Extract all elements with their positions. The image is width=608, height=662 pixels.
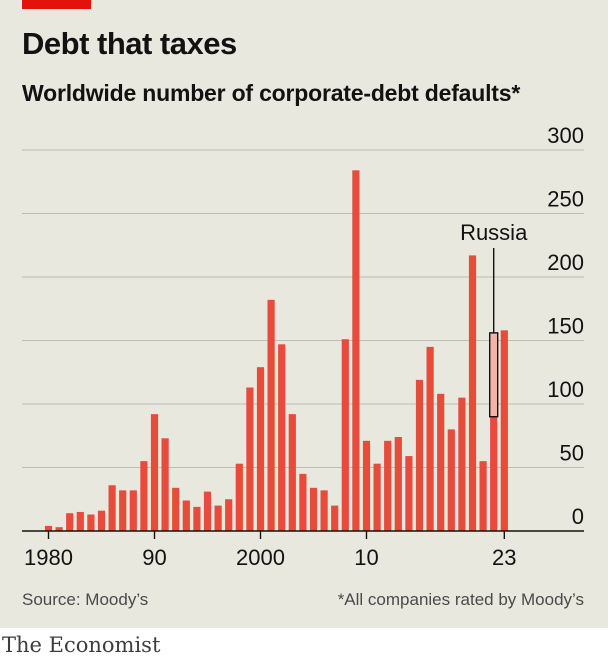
- bar: [447, 429, 455, 531]
- bar: [76, 511, 84, 531]
- bar: [214, 505, 222, 531]
- bar: [458, 397, 466, 531]
- x-tick-label: 90: [142, 545, 166, 570]
- bar: [161, 438, 169, 531]
- bar: [437, 393, 445, 531]
- bar: [426, 346, 434, 531]
- annotations: Russia: [460, 220, 528, 418]
- bar: [384, 440, 392, 531]
- bar: [87, 514, 95, 531]
- bar: [468, 255, 477, 531]
- bar: [225, 499, 233, 531]
- bar: [500, 330, 508, 531]
- bar: [341, 339, 349, 531]
- bar: [288, 414, 296, 531]
- bar: [172, 487, 180, 531]
- bar: [44, 525, 53, 531]
- x-tick-label: 23: [492, 545, 516, 570]
- bar: [193, 506, 201, 531]
- bar: [309, 487, 318, 531]
- x-tick-label: 10: [354, 545, 378, 570]
- bar: [352, 170, 360, 531]
- bar: [394, 437, 402, 531]
- bar: [331, 505, 339, 531]
- y-tick-label: 200: [547, 250, 584, 275]
- bar: [267, 299, 275, 531]
- bar: [278, 344, 286, 531]
- bar: [405, 456, 413, 531]
- bar: [256, 367, 265, 531]
- x-tick-label: 2000: [236, 545, 285, 570]
- bar: [150, 414, 159, 531]
- bar: [415, 379, 424, 531]
- bar: [129, 490, 137, 531]
- source-note: Source: Moody’s: [22, 590, 149, 609]
- y-tick-label: 250: [547, 187, 584, 212]
- y-tick-label: 0: [572, 504, 584, 529]
- russia-range-box: [489, 332, 499, 418]
- y-tick-label: 300: [547, 123, 584, 148]
- bar: [119, 490, 127, 531]
- publisher-brand: The Economist: [2, 633, 161, 657]
- bar: [320, 490, 328, 531]
- gridlines: [22, 149, 584, 468]
- russia-annotation-label: Russia: [460, 220, 528, 245]
- bar: [235, 463, 243, 531]
- bar: [66, 513, 74, 531]
- y-axis-ticks: 0 50 100 150 200 250 300: [547, 123, 584, 529]
- bar: [362, 440, 371, 531]
- chart-card: Debt that taxes Worldwide number of corp…: [0, 0, 608, 628]
- bar: [479, 461, 487, 531]
- bar-chart: 0 50 100 150 200 250 300 1980 90 2000 10 23 Russia: [22, 123, 584, 570]
- bar: [203, 491, 212, 531]
- y-tick-label: 50: [560, 441, 584, 466]
- footnote: *All companies rated by Moody’s: [337, 590, 584, 609]
- bar: [373, 463, 381, 531]
- x-tick-label: 1980: [24, 545, 73, 570]
- x-axis-ticks: 1980 90 2000 10 23: [24, 531, 517, 570]
- bar: [97, 510, 106, 531]
- bars: [44, 170, 508, 531]
- brand-accent-tag: [22, 0, 91, 9]
- chart-subtitle: Worldwide number of corporate-debt defau…: [22, 80, 521, 106]
- bar: [299, 473, 307, 531]
- bar: [108, 485, 116, 531]
- bar: [140, 461, 148, 531]
- y-tick-label: 100: [547, 377, 584, 402]
- bar: [246, 387, 254, 531]
- bar: [55, 527, 63, 531]
- chart-title: Debt that taxes: [22, 26, 237, 61]
- bar: [490, 332, 498, 531]
- bar: [182, 500, 190, 531]
- y-tick-label: 150: [547, 314, 584, 339]
